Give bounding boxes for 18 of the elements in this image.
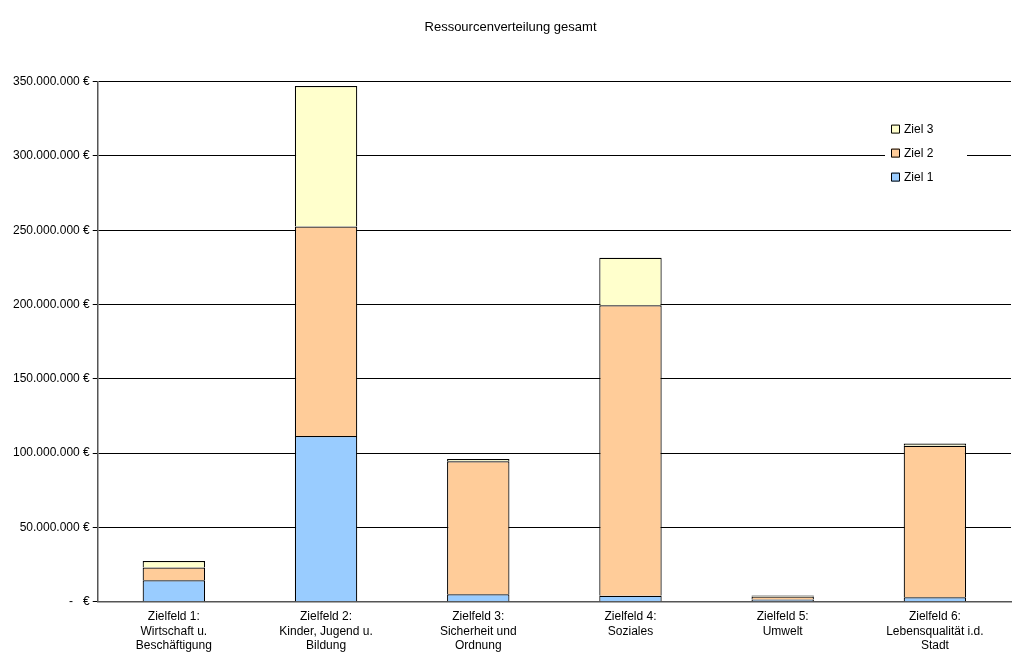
y-tick-label: 300.000.000 € <box>12 148 91 163</box>
x-tick-label: Zielfeld 5: Umwelt <box>756 609 809 638</box>
y-tick-label: - € <box>69 594 91 609</box>
legend-label: Ziel 1 <box>904 169 934 184</box>
y-tick-label: 250.000.000 € <box>12 222 91 237</box>
x-tick-label: Zielfeld 4: Soziales <box>604 609 657 638</box>
legend-label: Ziel 2 <box>904 145 934 160</box>
chart-title: Ressourcenverteilung gesamt <box>424 19 597 35</box>
y-tick-label: 350.000.000 € <box>12 73 91 88</box>
x-tick-label: Zielfeld 6: Lebensqualität i.d. Stadt <box>886 609 984 653</box>
y-tick-label: 150.000.000 € <box>12 371 91 386</box>
y-tick-label: 50.000.000 € <box>19 519 91 534</box>
x-tick-label: Zielfeld 1: Wirtschaft u. Beschäftigung <box>135 609 212 653</box>
y-tick-label: 200.000.000 € <box>12 296 91 311</box>
y-tick-label: 100.000.000 € <box>12 445 91 460</box>
x-tick-label: Zielfeld 3: Sicherheit und Ordnung <box>439 609 517 653</box>
legend-label: Ziel 3 <box>904 121 934 136</box>
x-tick-label: Zielfeld 2: Kinder, Jugend u. Bildung <box>279 609 373 653</box>
